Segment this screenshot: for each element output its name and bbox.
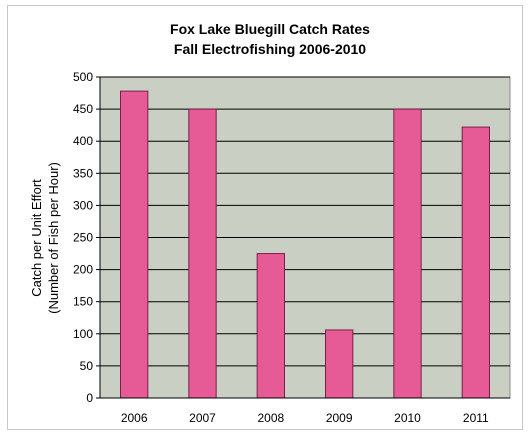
y-axis-title-line2: (Number of Fish per Hour) [46,162,61,314]
bar-2006 [120,90,149,399]
gridlines [96,76,510,399]
y-tick-label: 300 [73,198,93,212]
axes [99,77,510,399]
y-tick-label: 200 [73,263,93,277]
x-tick-labels: 2006 2007 2008 2009 2010 2011 [121,411,489,425]
y-tick-label: 400 [73,134,93,148]
y-tick-label: 50 [80,359,94,373]
y-tick-label: 150 [73,295,93,309]
x-tick-label: 2011 [463,411,489,425]
chart-frame: Fox Lake Bluegill Catch Rates Fall Elect… [7,5,523,430]
x-tick-label: 2010 [394,411,421,425]
y-tick-label: 450 [73,102,93,116]
y-tick-label: 100 [73,327,93,341]
y-tick-label: 250 [73,231,93,245]
y-tick-label: 500 [73,70,93,84]
chart-subtitle: Fall Electrofishing 2006-2010 [174,41,366,57]
y-tick-label: 0 [86,391,93,405]
x-tick-label: 2008 [257,411,284,425]
bar-2011 [461,126,490,399]
bar-2007 [188,108,217,399]
y-tick-label: 350 [73,166,93,180]
x-tick-label: 2007 [189,411,216,425]
x-tick-label: 2009 [326,411,353,425]
y-axis-title-line1: Catch per Unit Effort [29,179,44,297]
bars [120,90,490,399]
y-tick-labels: 0 50 100 150 200 250 300 350 400 450 500 [73,70,93,405]
chart-title: Fox Lake Bluegill Catch Rates [170,21,370,37]
x-tick-label: 2006 [121,411,148,425]
bar-2008 [256,253,286,399]
bar-2010 [393,108,422,399]
bar-chart: Fox Lake Bluegill Catch Rates Fall Elect… [29,21,511,425]
bar-2009 [325,329,354,399]
y-axis-title: Catch per Unit Effort (Number of Fish pe… [29,162,61,314]
